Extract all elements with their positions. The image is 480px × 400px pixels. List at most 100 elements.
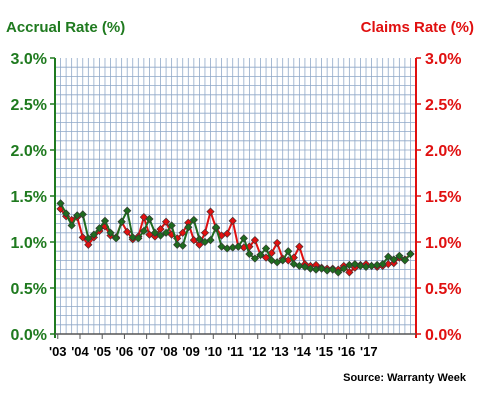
claims-rate-point xyxy=(228,216,237,225)
x-tick-label: '15 xyxy=(316,344,334,359)
claims-rate-point xyxy=(311,260,321,270)
accrual-rate-point xyxy=(261,244,271,253)
claims-rate-point xyxy=(156,225,165,234)
x-tick-label: '17 xyxy=(360,344,378,359)
y-left-tick-label: 2.0% xyxy=(11,143,47,160)
accrual-rate-point xyxy=(117,217,126,226)
accrual-rate-point xyxy=(284,247,293,256)
accrual-rate-point xyxy=(150,228,160,237)
accrual-rate-point xyxy=(173,240,182,249)
claims-rate-point xyxy=(250,236,260,245)
accrual-rate-point xyxy=(62,209,71,218)
y-right-tick-label: 1.0% xyxy=(425,235,461,252)
accrual-rate-point xyxy=(106,228,115,237)
accrual-rate-point xyxy=(250,254,260,263)
accrual-rate-point xyxy=(67,221,76,230)
y-left-tick-label: 1.5% xyxy=(11,189,47,206)
left-axis-title: Accrual Rate (%) xyxy=(6,19,126,36)
x-tick-label: '10 xyxy=(205,344,223,359)
accrual-rate-point xyxy=(128,233,137,242)
claims-rate-point xyxy=(161,217,171,226)
accrual-rate-point xyxy=(228,243,237,252)
accrual-rate-point xyxy=(156,231,165,240)
y-right-tick-label: 0.0% xyxy=(425,327,461,344)
x-tick-label: '16 xyxy=(338,344,356,359)
claims-rate-point xyxy=(200,228,210,237)
accrual-rate-point xyxy=(134,234,143,243)
accrual-rate-point xyxy=(361,262,371,271)
accrual-rate-point xyxy=(239,234,248,243)
claims-rate-point xyxy=(261,253,271,262)
claims-rate-point xyxy=(189,236,198,245)
accrual-rate-point xyxy=(167,221,176,230)
x-tick-label: '14 xyxy=(293,344,311,359)
claims-rate-point xyxy=(123,227,132,236)
y-left-tick-label: 1.0% xyxy=(11,235,47,252)
accrual-rate-point xyxy=(334,268,343,277)
accrual-rate-point xyxy=(356,261,365,271)
accrual-rate-point xyxy=(89,230,98,239)
claims-rate-point xyxy=(206,207,215,216)
accrual-rate-point xyxy=(195,235,204,244)
accrual-rate-point xyxy=(139,226,148,236)
accrual-rate-point xyxy=(345,260,354,270)
y-right-tick-label: 3.0% xyxy=(425,51,461,68)
accrual-rate-point xyxy=(406,249,415,259)
accrual-rate-point xyxy=(211,223,221,232)
accrual-rate-point xyxy=(189,215,198,225)
x-tick-label: '09 xyxy=(182,344,200,359)
accrual-rate-point xyxy=(234,242,243,251)
claims-rate-point xyxy=(78,233,87,242)
accrual-rate-point xyxy=(295,261,304,271)
accrual-rate-point xyxy=(123,206,132,215)
accrual-rate-point xyxy=(339,264,348,273)
accrual-rate-point xyxy=(323,266,332,275)
x-tick-label: '13 xyxy=(271,344,289,359)
x-tick-label: '04 xyxy=(71,344,89,359)
accrual-rate-point xyxy=(78,210,87,219)
y-right-tick-label: 0.5% xyxy=(425,281,461,298)
x-tick-label: '03 xyxy=(49,344,67,359)
y-left-tick-label: 2.5% xyxy=(11,97,47,114)
accrual-rate-point xyxy=(73,211,82,220)
accrual-rate-point xyxy=(184,223,193,232)
accrual-rate-point xyxy=(206,236,215,245)
x-tick-label: '05 xyxy=(93,344,111,359)
accrual-rate-point xyxy=(161,228,171,237)
accrual-rate-point xyxy=(328,265,337,274)
claims-rate-point xyxy=(284,256,293,265)
accrual-rate-point xyxy=(223,244,232,253)
claims-rate-point xyxy=(178,228,187,237)
accrual-rate-point xyxy=(100,216,110,225)
accrual-rate-point xyxy=(384,252,393,261)
accrual-rate-point xyxy=(306,264,315,273)
y-right-tick-label: 1.5% xyxy=(425,189,461,206)
accrual-rate-point xyxy=(389,255,398,264)
accrual-rate-point xyxy=(95,224,104,233)
y-right-tick-label: 2.5% xyxy=(425,97,461,114)
accrual-rate-point xyxy=(373,260,382,270)
x-tick-label: '07 xyxy=(138,344,156,359)
accrual-rate-point xyxy=(145,214,154,224)
right-axis-title: Claims Rate (%) xyxy=(360,19,474,36)
accrual-rate-point xyxy=(84,234,93,243)
claims-rate-point xyxy=(295,242,304,251)
x-tick-label: '08 xyxy=(160,344,178,359)
accrual-rate-point xyxy=(311,265,321,274)
claims-rate-point xyxy=(345,268,354,277)
x-tick-label: '06 xyxy=(116,344,134,359)
claims-rate-point xyxy=(273,238,282,248)
y-left-tick-label: 0.5% xyxy=(11,281,47,298)
accrual-rate-point xyxy=(278,256,287,265)
accrual-rate-point xyxy=(178,241,187,250)
claims-rate-point xyxy=(384,259,393,269)
accrual-rate-point xyxy=(56,199,65,208)
accrual-rate-point xyxy=(256,250,265,259)
source-note: Source: Warranty Week xyxy=(343,372,466,384)
accrual-rate-point xyxy=(395,251,404,260)
accrual-rate-point xyxy=(400,256,409,265)
claims-rate-point xyxy=(223,229,232,238)
accrual-rate-point xyxy=(245,249,254,259)
x-tick-label: '11 xyxy=(227,344,244,359)
